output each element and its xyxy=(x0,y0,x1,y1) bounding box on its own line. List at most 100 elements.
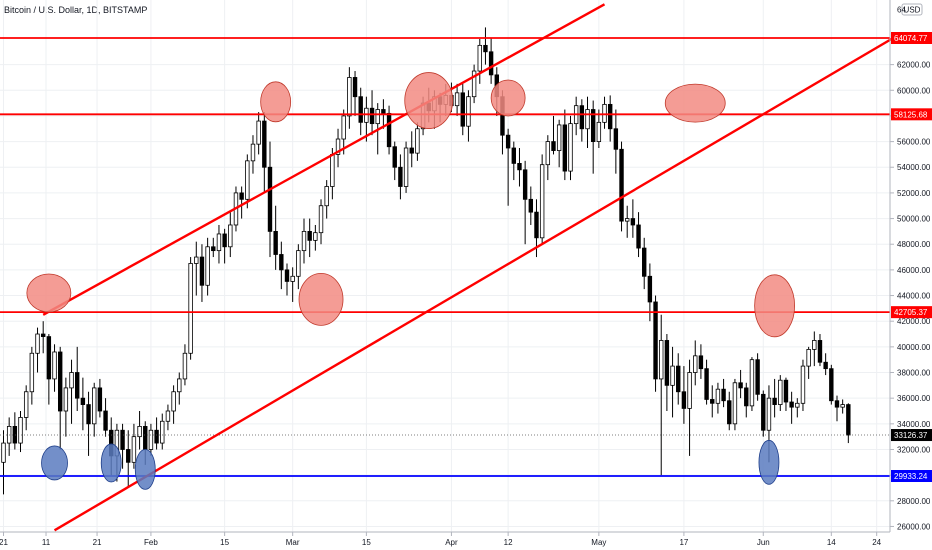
candle-body xyxy=(160,420,165,444)
candle xyxy=(97,378,103,418)
highlight-circle-blue xyxy=(41,445,68,481)
price-tick-label: 54000.00 xyxy=(897,163,931,172)
candle-body xyxy=(296,250,301,277)
candle-body xyxy=(273,230,278,255)
candle xyxy=(279,241,284,290)
candle xyxy=(585,96,590,149)
candle-body xyxy=(834,400,840,408)
price-tick-label: 40000.00 xyxy=(897,343,931,352)
candle xyxy=(573,96,579,136)
candle xyxy=(630,199,636,238)
time-tick-label: 15 xyxy=(362,538,371,547)
candle xyxy=(52,344,57,392)
candle-body xyxy=(687,372,692,409)
candle xyxy=(341,109,346,155)
highlight-circle-red xyxy=(754,274,796,338)
level-label-bg xyxy=(891,306,932,319)
currency-badge[interactable]: USD xyxy=(901,3,923,16)
candle-body xyxy=(477,44,482,72)
candle xyxy=(834,395,840,422)
candle xyxy=(732,378,738,431)
candle-body xyxy=(534,211,539,239)
candle xyxy=(392,141,397,181)
candle-body xyxy=(710,399,715,404)
time-tick-label: Mar xyxy=(286,538,300,547)
candle-body xyxy=(585,109,590,130)
price-tick-label: 36000.00 xyxy=(897,394,931,403)
candle-body xyxy=(18,417,23,444)
candle xyxy=(704,359,709,405)
candle xyxy=(12,412,18,450)
candle xyxy=(335,128,341,168)
candle xyxy=(40,321,46,354)
candle-body xyxy=(358,96,363,123)
candle-body xyxy=(613,128,619,150)
candle-body xyxy=(228,224,233,248)
candle-body xyxy=(676,365,681,393)
candle xyxy=(800,359,806,411)
candle-body xyxy=(471,70,477,98)
candle xyxy=(505,128,511,206)
candle xyxy=(358,87,363,136)
candle xyxy=(596,109,602,149)
candle xyxy=(80,377,86,431)
candle-body xyxy=(812,340,817,350)
candle xyxy=(545,135,551,181)
candle xyxy=(846,403,851,444)
candle xyxy=(245,154,250,209)
candle xyxy=(653,295,658,392)
candle xyxy=(324,180,329,219)
candle xyxy=(273,205,278,270)
candle xyxy=(783,377,789,411)
candle-body xyxy=(727,400,732,425)
candle xyxy=(488,37,494,84)
candle-body xyxy=(120,429,125,450)
price-tick-label: 32000.00 xyxy=(897,445,931,454)
candle xyxy=(715,382,721,414)
candle-body xyxy=(800,365,806,404)
candle-body xyxy=(619,148,624,222)
price-axis[interactable]: 26000.0028000.0030000.0032000.0034000.00… xyxy=(890,61,931,532)
candle xyxy=(131,423,137,469)
candle-body xyxy=(415,128,420,154)
candle-body xyxy=(647,275,653,303)
candle-body xyxy=(40,333,46,337)
candle-body xyxy=(772,397,777,405)
highlight-circle-blue xyxy=(134,448,156,490)
candle-body xyxy=(783,379,789,403)
candle-body xyxy=(766,397,772,431)
channel-line-upper xyxy=(42,3,606,316)
time-tick-label: Apr xyxy=(445,538,458,547)
candle xyxy=(211,237,216,258)
time-tick-label: Jun xyxy=(757,538,770,547)
candle xyxy=(511,141,516,181)
candle-body xyxy=(256,120,261,145)
top-tick-label: 64 xyxy=(897,6,906,15)
price-tick-label: 44000.00 xyxy=(897,292,931,301)
candle xyxy=(454,83,460,116)
candle xyxy=(466,90,471,142)
time-axis[interactable]: 21 11 21 Feb 15 Mar 15 Apr 12 May 17 Jun 14 24 xyxy=(0,532,882,547)
candle xyxy=(778,375,783,411)
candle-body xyxy=(460,92,465,127)
candle-body xyxy=(409,147,414,154)
highlight-circle-blue xyxy=(100,443,122,483)
time-tick-label: 11 xyxy=(42,538,51,547)
candle-body xyxy=(840,404,845,408)
grid-lines xyxy=(0,0,890,532)
candle-body xyxy=(80,397,86,405)
candle xyxy=(250,135,256,174)
candle-body xyxy=(177,378,182,393)
candle-body xyxy=(522,169,528,200)
price-tick-label: 50000.00 xyxy=(897,215,931,224)
candle xyxy=(517,148,522,187)
candle-body xyxy=(398,166,403,187)
candle xyxy=(539,154,545,245)
candle-body xyxy=(154,429,159,444)
candle xyxy=(460,83,465,136)
price-tick-label: 28000.00 xyxy=(897,497,931,506)
candle-body xyxy=(245,160,250,200)
candle xyxy=(92,382,97,437)
time-tick-label: Feb xyxy=(144,538,158,547)
